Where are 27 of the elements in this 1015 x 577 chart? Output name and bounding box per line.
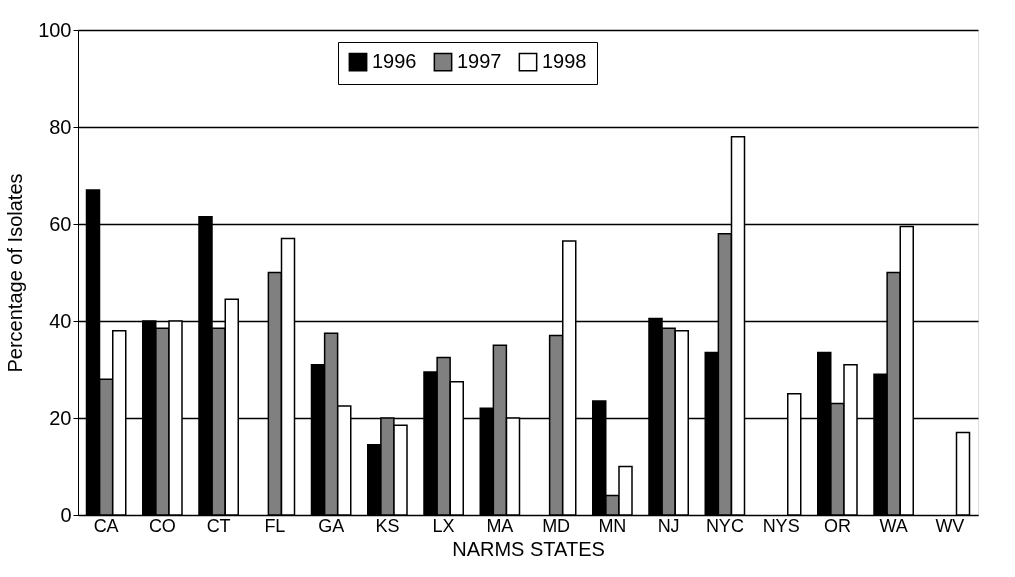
- x-tick-label: OR: [823, 515, 851, 536]
- x-tick-label: NJ: [657, 515, 680, 536]
- y-tick-label: 20: [49, 406, 72, 429]
- y-tick-label: 40: [49, 309, 72, 332]
- x-tick-label: CT: [206, 515, 231, 536]
- x-tick-label: CA: [93, 515, 119, 536]
- x-tick-label: CO: [148, 515, 176, 536]
- legend-label: 1998: [542, 50, 587, 73]
- y-tick-label: 60: [49, 212, 72, 235]
- x-axis-title: NARMS STATES: [452, 537, 605, 560]
- x-tick-label: NYS: [762, 515, 800, 536]
- x-tick-label: MA: [486, 515, 514, 536]
- x-tick-label: NYC: [705, 515, 744, 536]
- x-tick-label: WV: [935, 515, 965, 536]
- y-tick-label: 0: [60, 503, 72, 526]
- y-tick-label: 80: [49, 115, 72, 138]
- y-tick-label: 100: [38, 18, 72, 41]
- x-tick-label: FL: [264, 515, 286, 536]
- y-axis-title: Percentage of Isolates: [4, 173, 27, 373]
- x-tick-label: KS: [375, 515, 400, 536]
- x-tick-label: MD: [542, 515, 571, 536]
- x-tick-label: LX: [432, 515, 455, 536]
- x-tick-label: MN: [598, 515, 627, 536]
- legend-label: 1997: [457, 50, 502, 73]
- legend-label: 1996: [372, 50, 417, 73]
- x-tick-label: GA: [318, 515, 345, 536]
- x-tick-label: WA: [879, 515, 908, 536]
